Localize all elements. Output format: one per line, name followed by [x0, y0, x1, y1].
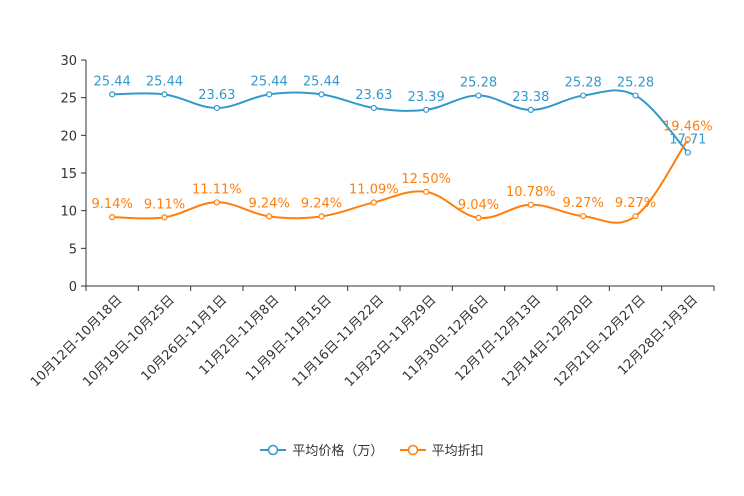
data-point — [370, 104, 377, 112]
data-label: 23.38 — [512, 90, 549, 105]
legend-price-label: 平均价格（万） — [292, 444, 384, 459]
data-point — [527, 106, 534, 113]
data-point — [213, 199, 220, 206]
data-point — [213, 104, 220, 112]
data-label: 25.44 — [251, 74, 288, 89]
data-point — [684, 136, 691, 143]
x-tick-label: 11月23日-11月29日 — [342, 293, 439, 390]
data-point — [423, 188, 430, 195]
data-point — [109, 91, 116, 98]
y-tick-label: 30 — [60, 54, 77, 69]
legend-price-marker — [260, 444, 287, 455]
chart-legend: 平均价格（万） 平均折扣 — [0, 440, 744, 461]
data-point — [161, 214, 168, 221]
data-label: 9.04% — [458, 198, 499, 213]
data-label: 19.46% — [663, 119, 713, 134]
x-tick-label: 12月14日-12月20日 — [499, 293, 596, 390]
data-point — [684, 149, 691, 156]
data-label: 9.11% — [144, 197, 185, 212]
data-label: 23.39 — [408, 90, 445, 105]
data-label: 11.11% — [192, 182, 242, 197]
data-label: 9.27% — [615, 196, 656, 211]
data-point — [475, 92, 482, 99]
legend-discount-marker — [399, 444, 426, 455]
data-point — [318, 91, 325, 98]
x-tick-label: 12月21日-12月27日 — [551, 293, 648, 390]
data-label: 23.63 — [355, 88, 392, 103]
data-point — [370, 199, 377, 206]
data-label: 17.71 — [669, 133, 706, 148]
data-label: 25.44 — [94, 74, 131, 89]
y-tick-label: 15 — [60, 167, 77, 182]
legend-item-price[interactable]: 平均价格（万） — [260, 440, 383, 459]
data-label: 23.63 — [198, 88, 235, 103]
y-tick-label: 25 — [60, 92, 77, 107]
data-label: 12.50% — [401, 172, 451, 187]
data-point — [109, 214, 116, 221]
y-tick-label: 20 — [60, 129, 77, 144]
data-label: 9.24% — [301, 196, 342, 211]
y-tick-label: 5 — [69, 242, 77, 257]
data-point — [527, 201, 534, 208]
x-tick-label: 10月12日-10月18日 — [28, 293, 125, 390]
x-tick-label: 10月19日-10月25日 — [80, 293, 177, 390]
data-label: 10.78% — [506, 185, 556, 200]
data-label: 25.28 — [617, 76, 654, 91]
data-label: 11.09% — [349, 182, 399, 197]
data-label: 25.28 — [460, 76, 497, 91]
data-point — [580, 213, 587, 220]
y-tick-label: 10 — [60, 205, 77, 220]
data-label: 9.24% — [249, 196, 290, 211]
data-label: 25.44 — [146, 74, 183, 89]
data-point — [266, 91, 273, 98]
series-line-0 — [112, 89, 689, 154]
data-label: 9.27% — [563, 196, 604, 211]
data-point — [475, 214, 482, 221]
y-tick-label: 0 — [69, 280, 77, 295]
data-label: 25.44 — [303, 74, 340, 89]
data-label: 25.28 — [565, 76, 602, 91]
data-label: 9.14% — [92, 197, 133, 212]
legend-item-discount[interactable]: 平均折扣 — [399, 440, 484, 459]
data-point — [580, 92, 587, 99]
data-point — [266, 213, 273, 220]
data-point — [423, 106, 430, 113]
data-point — [632, 213, 639, 220]
data-point — [318, 213, 325, 220]
legend-discount-label: 平均折扣 — [431, 444, 484, 459]
x-tick-label: 11月16日-11月22日 — [290, 293, 387, 390]
data-point — [161, 91, 168, 98]
data-point — [632, 92, 639, 99]
